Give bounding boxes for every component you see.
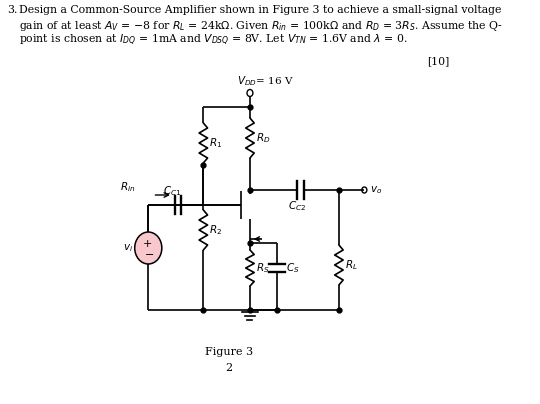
Text: Design a Common-Source Amplifier shown in Figure 3 to achieve a small-signal vol: Design a Common-Source Amplifier shown i…: [19, 5, 501, 15]
Text: $v_i$: $v_i$: [123, 242, 133, 254]
Text: 2: 2: [225, 363, 232, 373]
Text: gain of at least $A_V$ = $-$8 for $R_L$ = 24k$\Omega$. Given $R_{in}$ = 100k$\Om: gain of at least $A_V$ = $-$8 for $R_L$ …: [19, 19, 503, 33]
Text: [10]: [10]: [427, 56, 449, 66]
Text: $R_L$: $R_L$: [345, 258, 357, 272]
Text: $R_2$: $R_2$: [210, 223, 222, 237]
Text: Figure 3: Figure 3: [205, 347, 253, 357]
Text: point is chosen at $I_{DQ}$ = 1mA and $V_{DSQ}$ = 8V. Let $V_{TN}$ = 1.6V and $\: point is chosen at $I_{DQ}$ = 1mA and $V…: [19, 33, 407, 48]
Text: $R_D$: $R_D$: [256, 131, 271, 145]
Text: $C_{C1}$: $C_{C1}$: [163, 184, 181, 198]
Text: $v_o$: $v_o$: [370, 184, 382, 196]
Text: $R_S$: $R_S$: [256, 261, 269, 275]
Circle shape: [134, 232, 162, 264]
Text: 3.: 3.: [7, 5, 17, 15]
Text: $-$: $-$: [144, 248, 154, 258]
Text: +: +: [143, 239, 152, 249]
Text: $R_1$: $R_1$: [210, 136, 222, 150]
Text: $C_{C2}$: $C_{C2}$: [288, 199, 307, 213]
Text: $C_S$: $C_S$: [286, 261, 299, 275]
Text: $R_{in}$: $R_{in}$: [120, 180, 136, 194]
Text: $V_{DD}$= 16 V: $V_{DD}$= 16 V: [237, 74, 294, 88]
